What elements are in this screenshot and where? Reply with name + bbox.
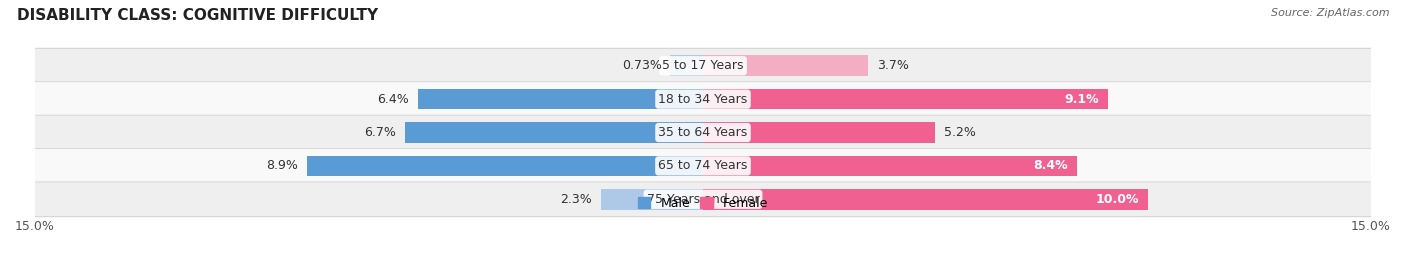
Text: 75 Years and over: 75 Years and over <box>647 193 759 206</box>
Text: 10.0%: 10.0% <box>1095 193 1139 206</box>
Text: 5 to 17 Years: 5 to 17 Years <box>662 59 744 72</box>
Bar <box>703 55 868 76</box>
FancyBboxPatch shape <box>34 48 1372 83</box>
Text: Source: ZipAtlas.com: Source: ZipAtlas.com <box>1271 8 1389 18</box>
Text: 8.9%: 8.9% <box>266 159 298 172</box>
Text: DISABILITY CLASS: COGNITIVE DIFFICULTY: DISABILITY CLASS: COGNITIVE DIFFICULTY <box>17 8 378 23</box>
Bar <box>600 189 703 210</box>
Text: 3.7%: 3.7% <box>877 59 908 72</box>
Bar <box>703 189 1149 210</box>
FancyBboxPatch shape <box>34 182 1372 217</box>
Bar <box>405 122 703 143</box>
Bar <box>671 55 703 76</box>
Text: 5.2%: 5.2% <box>943 126 976 139</box>
Text: 0.73%: 0.73% <box>621 59 662 72</box>
Text: 9.1%: 9.1% <box>1064 93 1099 106</box>
Bar <box>703 156 1077 176</box>
FancyBboxPatch shape <box>34 115 1372 150</box>
Bar <box>418 89 703 109</box>
FancyBboxPatch shape <box>34 148 1372 183</box>
Text: 35 to 64 Years: 35 to 64 Years <box>658 126 748 139</box>
Text: 65 to 74 Years: 65 to 74 Years <box>658 159 748 172</box>
Text: 8.4%: 8.4% <box>1033 159 1069 172</box>
Text: 2.3%: 2.3% <box>560 193 592 206</box>
Bar <box>307 156 703 176</box>
FancyBboxPatch shape <box>34 82 1372 116</box>
Bar <box>703 89 1108 109</box>
Text: 6.4%: 6.4% <box>377 93 409 106</box>
Text: 6.7%: 6.7% <box>364 126 395 139</box>
Legend: Male, Female: Male, Female <box>633 192 773 215</box>
Bar <box>703 122 935 143</box>
Text: 18 to 34 Years: 18 to 34 Years <box>658 93 748 106</box>
